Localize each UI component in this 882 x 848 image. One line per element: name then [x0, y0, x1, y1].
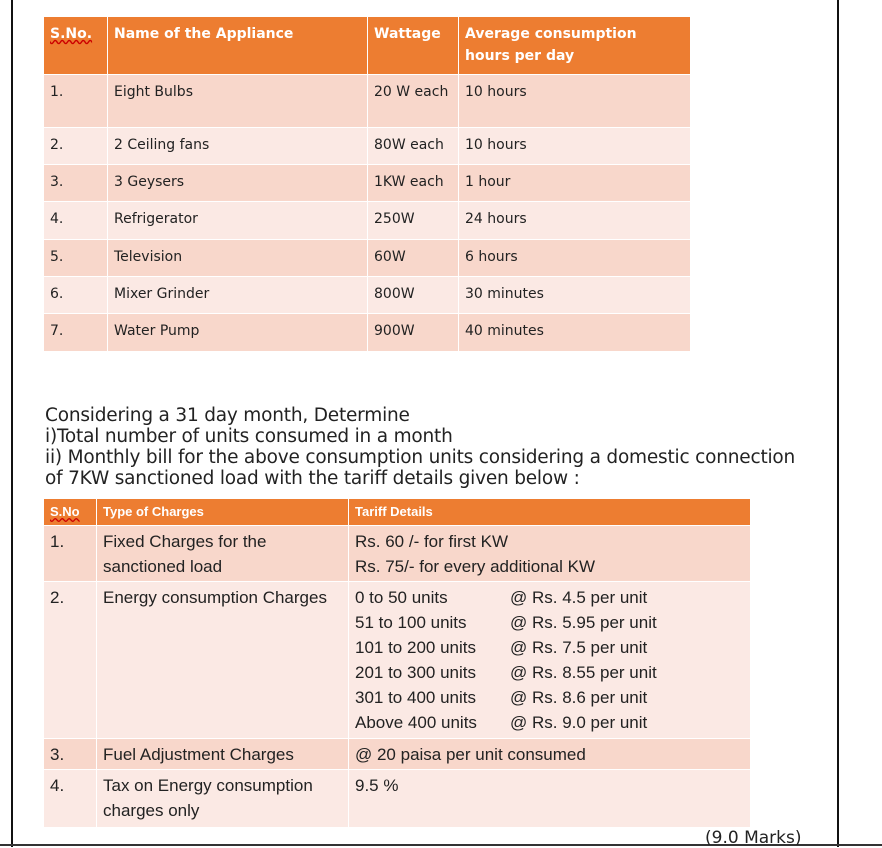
tariff-slab: 101 to 200 units @ Rs. 7.5 per unit: [355, 635, 744, 660]
slab-rate: @ Rs. 8.6 per unit: [510, 688, 648, 707]
page-border-left: [11, 0, 13, 847]
hours-cell: 24 hours: [458, 201, 691, 240]
slab-rate: @ Rs. 5.95 per unit: [510, 613, 657, 632]
question-line: Considering a 31 day month, Determine: [45, 405, 410, 426]
sno-cell: 2.: [43, 581, 97, 739]
wattage-cell: 900W: [367, 313, 459, 352]
hours-cell: 10 hours: [458, 74, 691, 128]
question-text: Considering a 31 day month, Determine i)…: [45, 405, 795, 489]
charge-type-cell: Fuel Adjustment Charges: [96, 738, 349, 770]
appliance-name-cell: Water Pump: [107, 313, 368, 352]
table-row: 1. Eight Bulbs 20 W each 10 hours: [43, 74, 691, 128]
tariff-details-cell: @ 20 paisa per unit consumed: [348, 738, 751, 770]
slab-range: 201 to 300 units: [355, 663, 476, 682]
header-type: Type of Charges: [96, 498, 349, 526]
question-line: ii) Monthly bill for the above consumpti…: [45, 447, 796, 468]
page-border-right: [837, 0, 839, 847]
slab-range: 101 to 200 units: [355, 638, 476, 657]
tariff-detail-line: @ 20 paisa per unit consumed: [355, 745, 586, 764]
charge-type-cell: Energy consumption Charges: [96, 581, 349, 739]
table-row: 4. Refrigerator 250W 24 hours: [43, 201, 691, 240]
slab-range: 0 to 50 units: [355, 588, 448, 607]
header-text: S.No.: [50, 26, 93, 42]
slab-rate: @ Rs. 4.5 per unit: [510, 588, 648, 607]
wattage-cell: 1KW each: [367, 164, 459, 202]
table-row: 5. Television 60W 6 hours: [43, 239, 691, 277]
hours-cell: 1 hour: [458, 164, 691, 202]
table-row: 6. Mixer Grinder 800W 30 minutes: [43, 276, 691, 314]
header-wattage: Wattage: [367, 16, 459, 75]
appliance-name-cell: 2 Ceiling fans: [107, 127, 368, 165]
tariff-details-cell: 9.5 %: [348, 769, 751, 828]
question-line: of 7KW sanctioned load with the tariff d…: [45, 468, 580, 489]
tariff-details-cell: Rs. 60 /- for first KW Rs. 75/- for every…: [348, 525, 751, 582]
tariff-slab: 201 to 300 units @ Rs. 8.55 per unit: [355, 660, 744, 685]
wattage-cell: 60W: [367, 239, 459, 277]
tariff-details-cell: 0 to 50 units @ Rs. 4.5 per unit 51 to 100…: [348, 581, 751, 739]
tariff-slab: 0 to 50 units @ Rs. 4.5 per unit: [355, 585, 744, 610]
tariff-table: S.No Type of Charges Tariff Details 1. Fi…: [43, 498, 751, 828]
sno-cell: 4.: [43, 769, 97, 828]
table-row: 3. 3 Geysers 1KW each 1 hour: [43, 164, 691, 202]
page-border-bottom: [0, 844, 882, 846]
hours-cell: 40 minutes: [458, 313, 691, 352]
appliance-name-cell: Mixer Grinder: [107, 276, 368, 314]
wattage-cell: 80W each: [367, 127, 459, 165]
hours-cell: 6 hours: [458, 239, 691, 277]
table-row: 4. Tax on Energy consumption charges only…: [43, 769, 751, 828]
charge-type-cell: Fixed Charges for the sanctioned load: [96, 525, 349, 582]
slab-range: 51 to 100 units: [355, 613, 467, 632]
sno-cell: 3.: [43, 164, 108, 202]
sno-cell: 1.: [43, 74, 108, 128]
sno-cell: 1.: [43, 525, 97, 582]
header-sno: S.No: [43, 498, 97, 526]
table-row: 1. Fixed Charges for the sanctioned load R…: [43, 525, 751, 582]
hours-cell: 30 minutes: [458, 276, 691, 314]
wattage-cell: 250W: [367, 201, 459, 240]
question-line: i)Total number of units consumed in a mo…: [45, 426, 453, 447]
appliance-table: S.No. Name of the Appliance Wattage Aver…: [43, 16, 691, 352]
header-hours: Average consumption hours per day: [458, 16, 691, 75]
sno-cell: 5.: [43, 239, 108, 277]
header-sno: S.No.: [43, 16, 108, 75]
marks-label: (9.0 Marks): [705, 828, 802, 848]
slab-range: Above 400 units: [355, 713, 477, 732]
tariff-slab: 301 to 400 units @ Rs. 8.6 per unit: [355, 685, 744, 710]
tariff-detail-line: 9.5 %: [355, 776, 399, 795]
table-header-row: S.No Type of Charges Tariff Details: [43, 498, 751, 526]
appliance-name-cell: 3 Geysers: [107, 164, 368, 202]
wattage-cell: 20 W each: [367, 74, 459, 128]
charge-type-cell: Tax on Energy consumption charges only: [96, 769, 349, 828]
slab-rate: @ Rs. 7.5 per unit: [510, 638, 648, 657]
slab-rate: @ Rs. 9.0 per unit: [510, 713, 648, 732]
sno-cell: 7.: [43, 313, 108, 352]
tariff-detail-line: Rs. 75/- for every additional KW: [355, 557, 595, 576]
header-name: Name of the Appliance: [107, 16, 368, 75]
wattage-cell: 800W: [367, 276, 459, 314]
appliance-name-cell: Television: [107, 239, 368, 277]
hours-cell: 10 hours: [458, 127, 691, 165]
tariff-slab: Above 400 units @ Rs. 9.0 per unit: [355, 710, 744, 735]
slab-range: 301 to 400 units: [355, 688, 476, 707]
sno-cell: 3.: [43, 738, 97, 770]
slab-rate: @ Rs. 8.55 per unit: [510, 663, 657, 682]
sno-cell: 4.: [43, 201, 108, 240]
appliance-name-cell: Refrigerator: [107, 201, 368, 240]
table-row: 2. 2 Ceiling fans 80W each 10 hours: [43, 127, 691, 165]
tariff-detail-line: Rs. 60 /- for first KW: [355, 532, 509, 551]
header-tariff: Tariff Details: [348, 498, 751, 526]
header-text: S.No: [50, 504, 80, 519]
appliance-name-cell: Eight Bulbs: [107, 74, 368, 128]
tariff-slab: 51 to 100 units @ Rs. 5.95 per unit: [355, 610, 744, 635]
table-row: 2. Energy consumption Charges 0 to 50 unit…: [43, 581, 751, 739]
table-row: 7. Water Pump 900W 40 minutes: [43, 313, 691, 352]
sno-cell: 2.: [43, 127, 108, 165]
table-row: 3. Fuel Adjustment Charges @ 20 paisa per …: [43, 738, 751, 770]
table-header-row: S.No. Name of the Appliance Wattage Aver…: [43, 16, 691, 75]
sno-cell: 6.: [43, 276, 108, 314]
